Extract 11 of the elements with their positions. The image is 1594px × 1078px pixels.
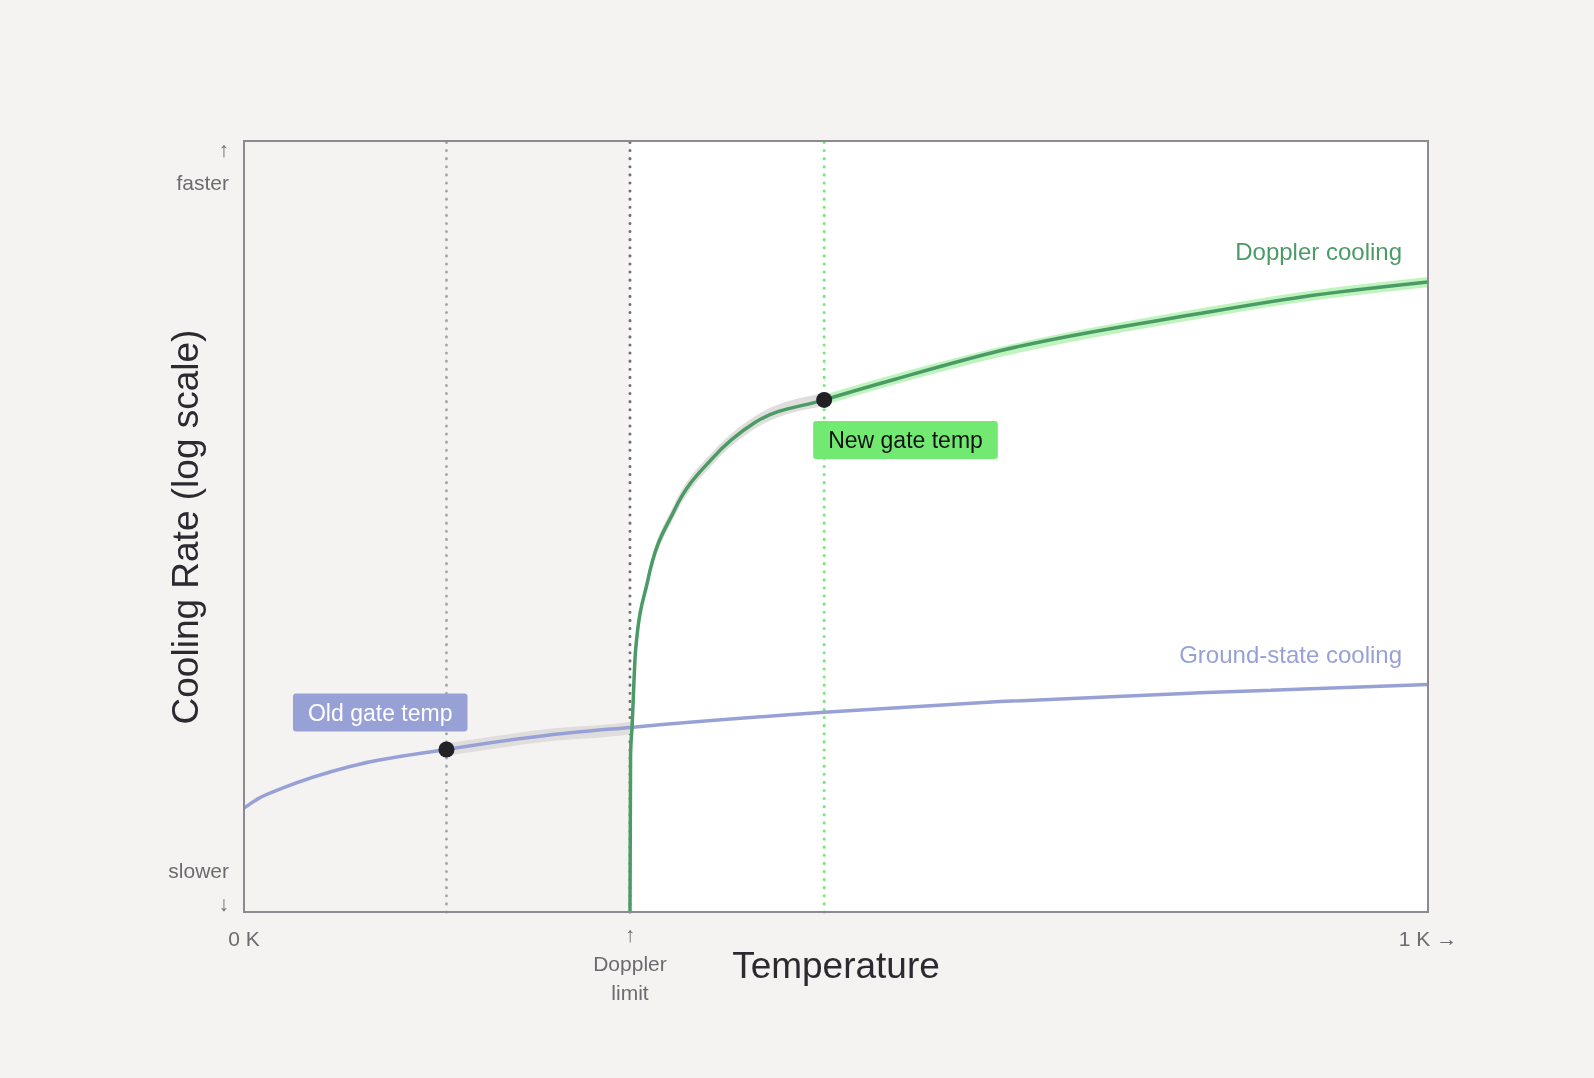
series-label: Ground-state cooling bbox=[1179, 640, 1402, 668]
ref-line-label: ↑ Doppler limit bbox=[593, 923, 667, 1004]
x-axis-title: Temperature bbox=[732, 945, 940, 987]
text: ↑ faster bbox=[176, 137, 229, 196]
series-label: Doppler cooling bbox=[1235, 238, 1402, 266]
text: slower ↓ bbox=[168, 858, 229, 917]
annotation: New gate temp bbox=[828, 427, 983, 454]
y-axis-title: Cooling Rate (log scale) bbox=[165, 329, 207, 724]
x-tick-label: 0 K bbox=[228, 926, 260, 950]
annotation: Old gate temp bbox=[308, 699, 453, 726]
x-tick-label: 1 K → bbox=[1398, 926, 1458, 950]
